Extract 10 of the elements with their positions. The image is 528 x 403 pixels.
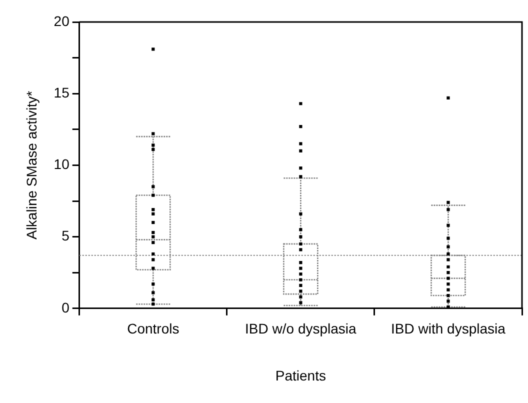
x-axis-title: Patients [275,367,326,384]
y-axis-title: Alkaline SMase activity* [23,90,40,240]
x-tick-label: IBD w/o dysplasia [245,320,357,337]
y-tick-label: 15 [54,84,70,100]
x-tick-label: IBD with dysplasia [391,320,506,337]
y-tick-label: 10 [54,156,70,172]
y-tick-label: 20 [54,12,70,29]
y-tick-label: 0 [62,299,70,316]
y-tick-label: 5 [62,228,70,244]
x-tick-label: Controls [127,320,180,337]
